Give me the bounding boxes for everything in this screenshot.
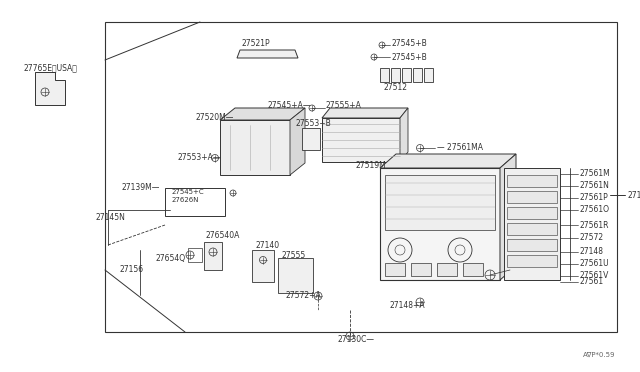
Text: 27572+A: 27572+A [285,291,321,299]
Polygon shape [35,72,65,105]
Bar [424,68,433,82]
Text: 27553+B: 27553+B [295,119,331,128]
Text: 276540A: 276540A [205,231,239,240]
Bar [380,68,389,82]
Text: 27545+B: 27545+B [392,52,428,61]
Text: 27561R: 27561R [580,221,609,230]
Bar [402,68,411,82]
Text: 27148+A: 27148+A [390,301,426,311]
Text: 27545+C: 27545+C [172,189,205,195]
Polygon shape [322,108,408,118]
Text: 27561M: 27561M [580,170,611,179]
Text: 27654Q: 27654Q [155,253,185,263]
Polygon shape [237,50,298,58]
Polygon shape [380,154,516,168]
Text: 27555: 27555 [282,250,307,260]
Text: 27555+A: 27555+A [325,100,361,109]
Text: 27130: 27130 [628,190,640,199]
Text: 27626N: 27626N [172,197,200,203]
Bar [463,263,483,276]
Text: 27561N: 27561N [580,182,610,190]
Text: 27521P: 27521P [242,39,271,48]
Bar [204,242,222,270]
Bar [507,175,557,187]
Text: 27130C—: 27130C— [338,336,375,344]
Bar [385,175,495,230]
Text: 27765E〈USA〉: 27765E〈USA〉 [24,64,78,73]
Bar [413,68,422,82]
Text: 27145N: 27145N [95,214,125,222]
Polygon shape [290,108,305,175]
Bar [188,248,202,262]
Bar [507,255,557,267]
Polygon shape [380,168,500,280]
Bar [278,258,313,293]
Bar [252,250,274,282]
Polygon shape [220,108,305,120]
Text: 27561P: 27561P [580,193,609,202]
Text: A∇P*0.59: A∇P*0.59 [582,352,615,358]
Text: 27140: 27140 [256,241,280,250]
Polygon shape [500,154,516,280]
Text: 27545+B: 27545+B [392,39,428,48]
Text: 27561: 27561 [580,278,604,286]
Polygon shape [504,168,560,280]
Text: 27139M—: 27139M— [122,183,161,192]
Bar [437,263,457,276]
Text: 27148: 27148 [580,247,604,257]
Bar [507,239,557,251]
Bar [391,68,400,82]
Polygon shape [400,108,408,162]
Bar [411,263,431,276]
Bar [507,223,557,235]
Text: — 27561MA: — 27561MA [437,142,483,151]
Text: 27561V: 27561V [580,272,609,280]
Text: 27545+A—: 27545+A— [268,100,312,109]
Text: 27519M: 27519M [355,160,386,170]
Text: 27520M—: 27520M— [195,112,234,122]
Text: 27553+A—: 27553+A— [178,154,221,163]
Bar [507,207,557,219]
Text: 27561O: 27561O [580,205,610,215]
Polygon shape [322,118,400,162]
Text: 27156: 27156 [120,266,144,275]
Bar [302,128,320,150]
Bar [105,22,617,332]
Text: 27572: 27572 [580,234,604,243]
Bar [385,263,405,276]
Text: 27512: 27512 [383,83,407,93]
Text: 27561U: 27561U [580,260,610,269]
Bar [165,188,225,216]
Polygon shape [220,120,290,175]
Bar [507,191,557,203]
